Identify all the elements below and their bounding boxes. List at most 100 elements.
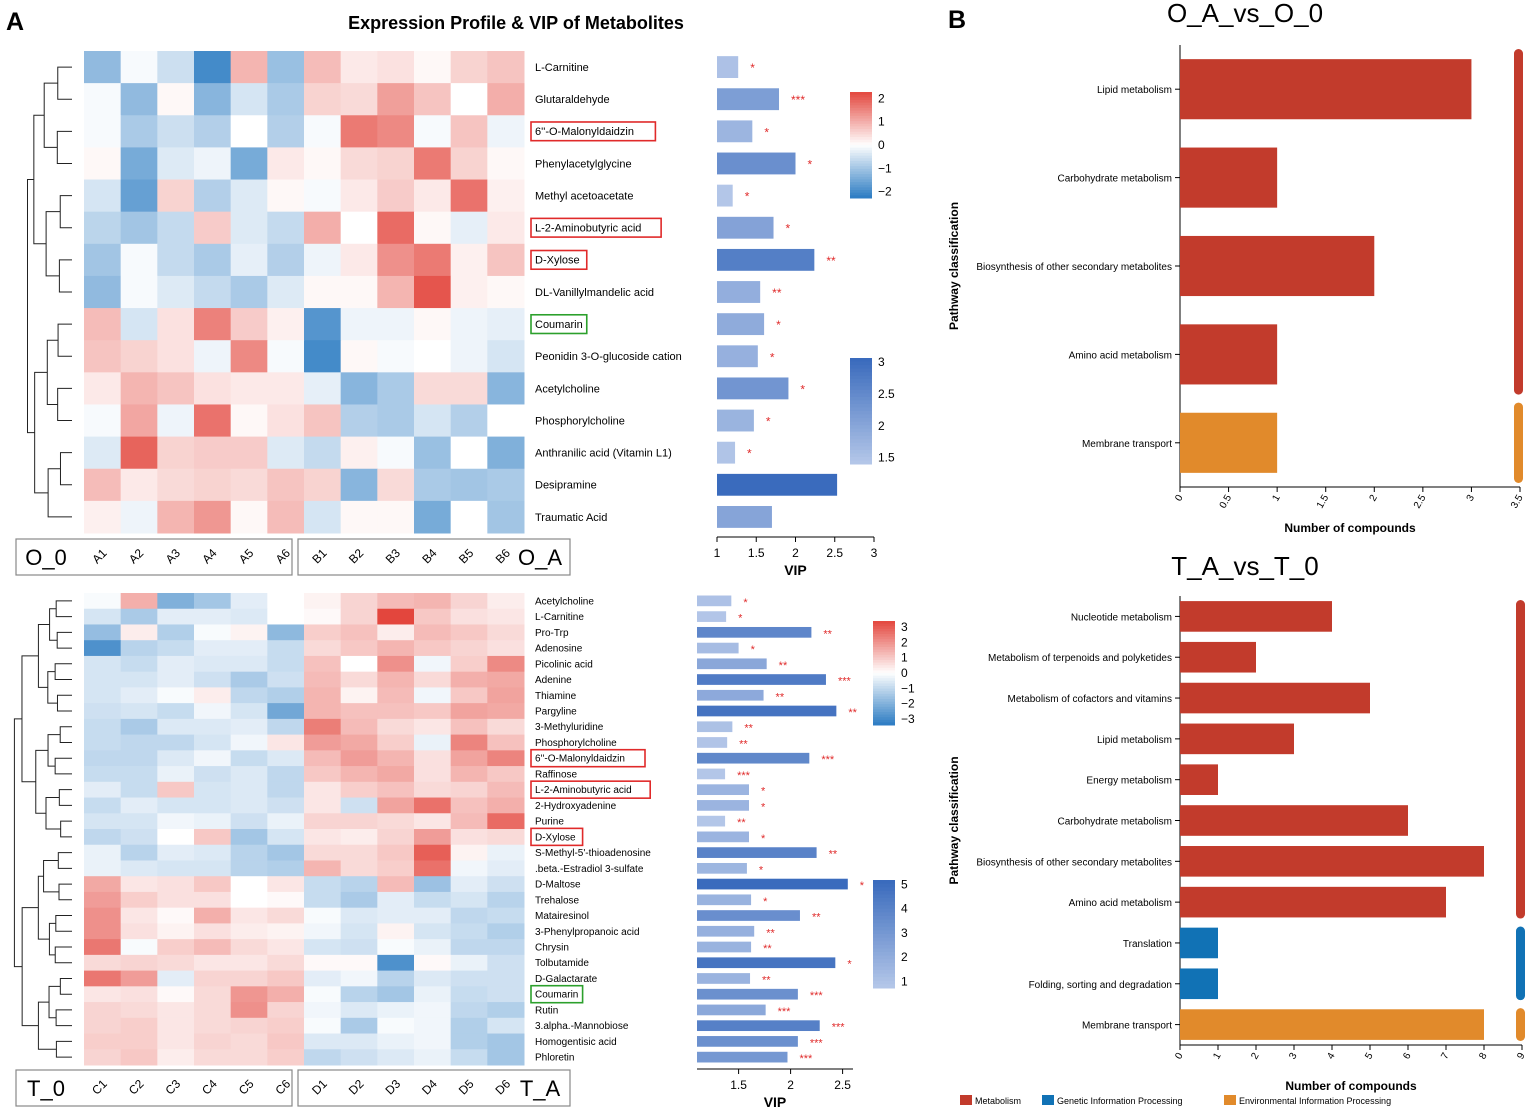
vip-bar <box>717 184 733 207</box>
heatmap-cell <box>450 1049 488 1066</box>
row-label-acetylcholine: Acetylcholine <box>535 383 600 395</box>
heatmap-cell <box>414 1002 452 1019</box>
heatmap-cell <box>450 624 488 641</box>
heatmap-cell <box>487 829 525 846</box>
heatmap-cell <box>230 734 268 751</box>
heatmap-cell <box>230 970 268 987</box>
vip-colorbar-tick-label: 2 <box>878 419 885 433</box>
colorbar-segment <box>873 701 895 705</box>
group-box <box>15 1069 293 1107</box>
colorbar-segment <box>873 722 895 726</box>
heatmap-cell <box>194 829 232 846</box>
heatmap-cell <box>487 718 525 736</box>
heatmap-cell <box>414 671 452 688</box>
bar-x-tick-label: 4 <box>1325 1051 1338 1062</box>
heatmap-cell <box>304 500 342 534</box>
heatmap-cell <box>304 436 342 470</box>
heatmap-cell <box>157 147 195 181</box>
category-label-biosynthesis-of-other-secondary-metabolites: Biosynthesis of other secondary metaboli… <box>976 857 1172 868</box>
vip-bar <box>697 988 798 1000</box>
dendrogram-branch <box>43 82 58 148</box>
heatmap-cell <box>194 907 232 924</box>
heatmap-cell <box>84 750 122 767</box>
dendrogram-branch <box>55 600 72 618</box>
heatmap-cell <box>450 750 488 767</box>
vip-bar <box>717 281 761 303</box>
heatmap-cell <box>120 781 158 799</box>
heatmap-cell <box>414 624 452 641</box>
colorbar-segment <box>850 107 872 112</box>
heatmap-cell <box>487 750 525 767</box>
heatmap-cell <box>84 907 122 924</box>
heatmap-cell <box>450 813 488 830</box>
vip-colorbar-segment <box>873 937 895 942</box>
heatmap-cell <box>267 986 305 1003</box>
heatmap-cell <box>84 1033 122 1050</box>
heatmap-cell <box>487 939 525 956</box>
heatmap-cell <box>377 372 415 405</box>
row-label-traumatic-acid: Traumatic Acid <box>535 512 607 524</box>
bar-chart-bottom: T_A_vs_T_0 Nucleotide metabolism Metabolis… <box>947 551 1528 1093</box>
vip-colorbar-segment <box>850 421 872 426</box>
group-label: T_0 <box>27 1076 65 1101</box>
row-label-3-phenylpropanoic-acid: 3-Phenylpropanoic acid <box>535 927 640 938</box>
heatmap-cell <box>487 797 525 814</box>
significance-mark: *** <box>832 1022 846 1034</box>
heatmap-cell <box>267 923 305 940</box>
heatmap-cell <box>377 1017 415 1035</box>
heatmap-cell <box>340 986 378 1003</box>
colorbar-segment <box>873 667 895 671</box>
dendrogram-branch <box>21 907 39 1027</box>
heatmap-cell <box>194 608 232 625</box>
heatmap-cell <box>487 372 525 405</box>
heatmap-cell <box>267 83 305 116</box>
vip-colorbar-segment <box>850 393 872 398</box>
heatmap-cell <box>340 1017 378 1035</box>
colorbar-segment <box>873 641 895 645</box>
row-label-d-galactarate: D-Galactarate <box>535 974 598 985</box>
heatmap-cell <box>450 891 488 909</box>
column-label: C5 <box>236 1077 257 1098</box>
heatmap-cell <box>120 655 158 673</box>
colorbar-segment <box>850 129 872 133</box>
heatmap-cell <box>84 703 122 720</box>
significance-mark: ** <box>826 254 836 268</box>
colorbar-segment <box>873 706 895 710</box>
vip-colorbar-segment <box>873 883 895 888</box>
highlight-box <box>530 217 662 238</box>
heatmap-cell <box>120 404 158 438</box>
heatmap-cell <box>230 1033 268 1050</box>
significance-mark: * <box>738 613 743 625</box>
row-label-beta-estradiol-3-sulfate: .beta.-Estradiol 3-sulfate <box>535 864 644 875</box>
colorbar-tick-label: 3 <box>901 620 908 634</box>
heatmap-cell <box>414 179 452 213</box>
heatmap-cell <box>157 243 195 277</box>
heatmap-cell <box>414 340 452 373</box>
legend-label-metabolism: Metabolism <box>975 1096 1021 1106</box>
heatmap-cell <box>487 986 525 1003</box>
heatmap-cell <box>450 829 488 846</box>
colorbar-segment <box>873 639 895 643</box>
heatmap-cell <box>84 939 122 956</box>
heatmap-cell <box>267 1002 305 1019</box>
dendrogram-branch <box>58 259 72 293</box>
heatmap-cell <box>340 372 378 405</box>
heatmap-cell <box>230 83 268 116</box>
colorbar-segment <box>873 696 895 700</box>
vip-colorbar-tick-label: 1.5 <box>878 451 895 465</box>
heatmap-cell <box>157 766 195 783</box>
heatmap-cell <box>304 308 342 341</box>
bar-x-tick-label: 2 <box>1368 493 1381 504</box>
vip-colorbar-segment <box>873 952 895 957</box>
significance-mark: * <box>786 222 791 236</box>
vip-bar <box>717 473 838 496</box>
heatmap-cell <box>377 750 415 767</box>
vip-colorbar-segment <box>873 919 895 924</box>
heatmap-cell <box>340 703 378 720</box>
heatmap-cell <box>194 876 232 893</box>
heatmap-cell <box>84 860 122 877</box>
heatmap-cell <box>340 939 378 956</box>
heatmap-cell <box>487 211 525 245</box>
heatmap-cell <box>84 718 122 736</box>
significance-mark: ** <box>737 817 746 829</box>
